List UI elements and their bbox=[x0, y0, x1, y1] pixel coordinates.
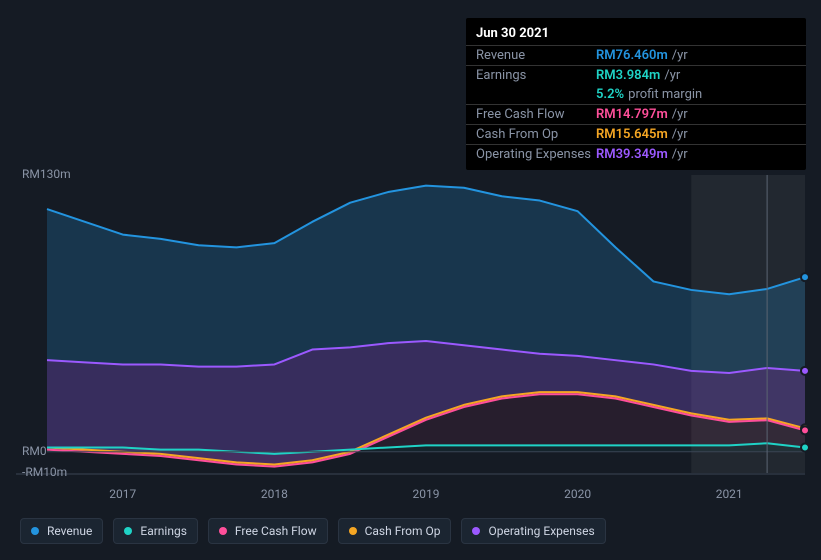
tooltip-row-value: RM76.460m bbox=[596, 48, 668, 63]
legend-item[interactable]: Revenue bbox=[20, 518, 103, 544]
tooltip-row-unit: /yr bbox=[672, 127, 688, 142]
tooltip-row: EarningsRM3.984m/yr bbox=[466, 65, 806, 85]
legend-label: Cash From Op bbox=[365, 524, 441, 538]
tooltip-row-value: RM39.349m bbox=[596, 147, 668, 162]
legend-label: Revenue bbox=[47, 524, 92, 538]
legend-dot bbox=[31, 527, 39, 535]
chart-container: Jun 30 2021 RevenueRM76.460m/yrEarningsR… bbox=[0, 0, 821, 560]
tooltip-row-label: Free Cash Flow bbox=[476, 107, 596, 122]
hover-tooltip: Jun 30 2021 RevenueRM76.460m/yrEarningsR… bbox=[466, 18, 806, 170]
legend-dot bbox=[349, 527, 357, 535]
x-axis-label: 2018 bbox=[261, 487, 288, 501]
tooltip-row-value: RM3.984m bbox=[596, 68, 660, 83]
legend-label: Earnings bbox=[140, 524, 187, 538]
tooltip-row: Free Cash FlowRM14.797m/yr bbox=[466, 104, 806, 124]
tooltip-row-value: 5.2% bbox=[596, 87, 624, 102]
x-axis-label: 2019 bbox=[413, 487, 440, 501]
legend-item[interactable]: Cash From Op bbox=[338, 518, 452, 544]
legend: Revenue Earnings Free Cash Flow Cash From O… bbox=[20, 518, 606, 544]
tooltip-row-unit: profit margin bbox=[628, 87, 702, 102]
x-axis-label: 2020 bbox=[564, 487, 591, 501]
tooltip-row-label: Operating Expenses bbox=[476, 147, 596, 162]
legend-dot bbox=[124, 527, 132, 535]
tooltip-date: Jun 30 2021 bbox=[466, 24, 806, 45]
tooltip-row-unit: /yr bbox=[664, 68, 680, 83]
tooltip-row-value: RM15.645m bbox=[596, 127, 668, 142]
tooltip-row-label: Cash From Op bbox=[476, 127, 596, 142]
tooltip-row-label: Earnings bbox=[476, 68, 596, 83]
tooltip-row-label: Revenue bbox=[476, 48, 596, 63]
legend-dot bbox=[219, 527, 227, 535]
legend-dot bbox=[472, 527, 480, 535]
tooltip-row-value: RM14.797m bbox=[596, 107, 668, 122]
tooltip-row-unit: /yr bbox=[672, 107, 688, 122]
tooltip-row-unit: /yr bbox=[672, 48, 688, 63]
tooltip-row: RevenueRM76.460m/yr bbox=[466, 45, 806, 65]
x-axis-label: 2017 bbox=[109, 487, 136, 501]
legend-item[interactable]: Free Cash Flow bbox=[208, 518, 328, 544]
y-axis-label: -RM10m bbox=[22, 465, 67, 479]
legend-label: Free Cash Flow bbox=[235, 524, 317, 538]
legend-item[interactable]: Earnings bbox=[113, 518, 198, 544]
legend-item[interactable]: Operating Expenses bbox=[461, 518, 605, 544]
legend-label: Operating Expenses bbox=[488, 524, 594, 538]
tooltip-row: Operating ExpensesRM39.349m/yr bbox=[466, 144, 806, 164]
y-axis-label: RM0 bbox=[22, 444, 47, 458]
tooltip-row: 5.2% profit margin bbox=[466, 85, 806, 104]
tooltip-row-unit: /yr bbox=[672, 147, 688, 162]
tooltip-row: Cash From OpRM15.645m/yr bbox=[466, 124, 806, 144]
x-axis-label: 2021 bbox=[716, 487, 743, 501]
y-axis-label: RM130m bbox=[22, 167, 71, 181]
